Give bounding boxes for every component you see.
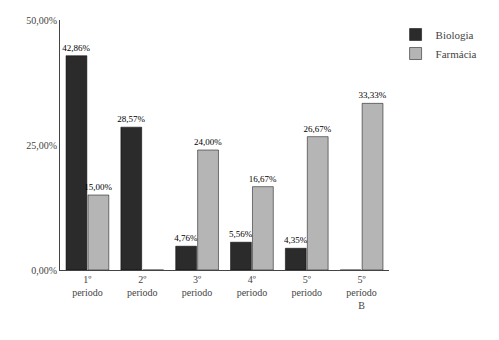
svg-text:26,67%: 26,67% xyxy=(304,124,332,134)
svg-text:2ºperiodo: 2ºperiodo xyxy=(127,274,158,298)
svg-text:5ºperiodo: 5ºperiodo xyxy=(291,274,322,298)
svg-text:1ºperiodo: 1ºperiodo xyxy=(72,274,103,298)
svg-text:33,33%: 33,33% xyxy=(358,90,386,100)
svg-text:24,00%: 24,00% xyxy=(194,137,222,147)
svg-text:4,76%: 4,76% xyxy=(174,233,198,243)
svg-text:50,00%: 50,00% xyxy=(26,15,57,26)
svg-text:0,00%: 0,00% xyxy=(31,265,57,276)
svg-text:Biologia: Biologia xyxy=(436,29,474,41)
svg-text:4ºperiodo: 4ºperiodo xyxy=(237,274,268,298)
svg-text:5ºperíodoB: 5ºperíodoB xyxy=(346,274,377,311)
svg-text:3ºperiodo: 3ºperiodo xyxy=(182,274,213,298)
svg-text:5,56%: 5,56% xyxy=(229,229,253,239)
svg-text:Farmácia: Farmácia xyxy=(436,48,477,60)
svg-text:25,00%: 25,00% xyxy=(26,140,57,151)
svg-text:42,86%: 42,86% xyxy=(62,43,90,53)
svg-text:15,00%: 15,00% xyxy=(84,182,112,192)
svg-text:4,35%: 4,35% xyxy=(284,235,308,245)
svg-text:28,57%: 28,57% xyxy=(117,114,145,124)
svg-text:16,67%: 16,67% xyxy=(249,174,277,184)
